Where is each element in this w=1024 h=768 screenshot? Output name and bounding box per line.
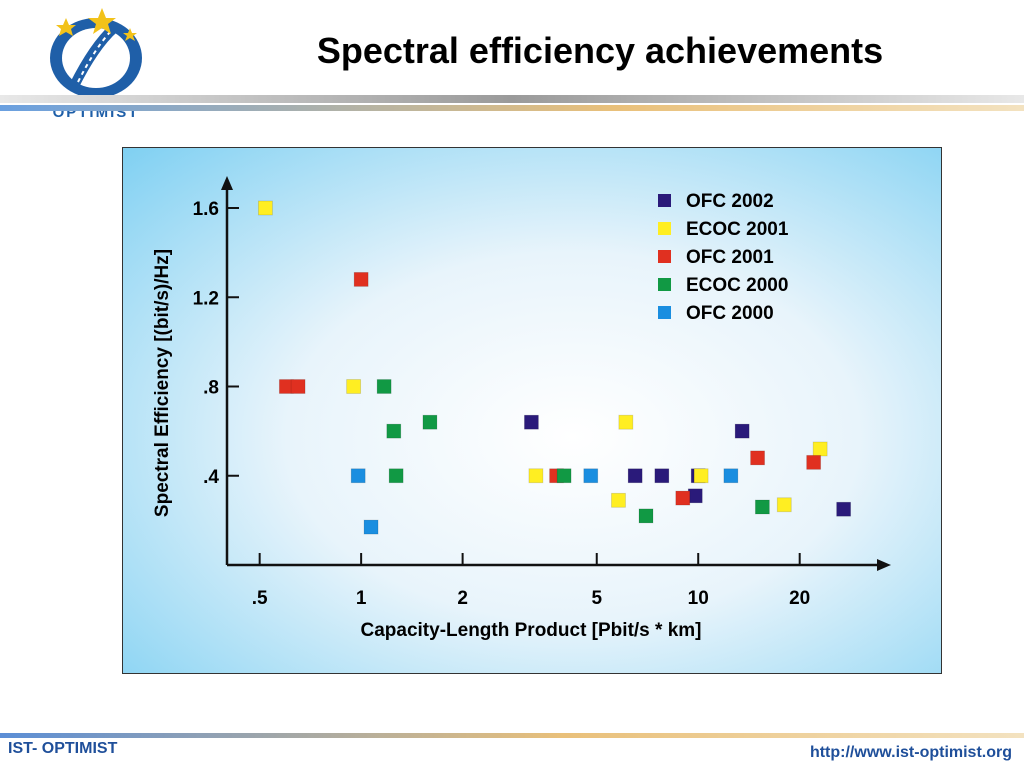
y-axis-label: Spectral Efficiency [(bit/s)/Hz] <box>152 249 173 517</box>
legend-swatch <box>658 222 671 235</box>
data-point <box>524 414 539 430</box>
data-point <box>750 450 765 466</box>
chart-legend: OFC 2002 ECOC 2001 OFC 2001 ECOC 2000 OFC 20… <box>658 191 789 324</box>
x-tick-label: .5 <box>252 588 268 609</box>
x-tick-label: 2 <box>457 588 468 609</box>
data-point <box>350 468 366 484</box>
chart-panel: .5 1 2 5 10 20.4.8 1.2 1.6 OFC 2002 ECOC 2001 OFC… <box>122 147 942 674</box>
chart-points <box>258 200 852 535</box>
data-point <box>754 499 770 515</box>
data-point <box>806 454 822 470</box>
legend-label: ECOC 2000 <box>686 275 788 296</box>
data-point <box>290 379 306 394</box>
footer-organization: IST- OPTIMIST <box>8 740 118 757</box>
footer-url-link[interactable]: http://www.ist-optimist.org <box>809 744 1012 761</box>
data-point <box>386 423 402 439</box>
data-point <box>638 508 654 524</box>
data-point <box>687 488 703 504</box>
footer-divider <box>0 733 1024 738</box>
data-point <box>422 414 438 430</box>
y-tick-label: 1.2 <box>193 288 219 309</box>
legend-label: OFC 2001 <box>686 247 774 268</box>
data-point <box>812 441 828 457</box>
legend-swatch <box>658 250 671 263</box>
data-point <box>363 519 379 535</box>
x-tick-label: 5 <box>591 588 602 609</box>
x-tick-label: 10 <box>688 588 709 609</box>
chart-ticks: .5 1 2 5 10 20 .4 .8 1.2 1.6 <box>193 199 811 609</box>
data-point <box>611 492 626 508</box>
logo-emblem-icon <box>50 8 142 98</box>
data-point <box>627 468 643 484</box>
data-point <box>776 497 792 513</box>
data-point <box>353 272 369 287</box>
legend-swatch <box>658 278 671 291</box>
y-tick-label: .8 <box>203 378 219 399</box>
chart-axes <box>221 176 891 571</box>
data-point <box>675 490 691 506</box>
x-axis-label: Capacity-Length Product [Pbit/s * km] <box>361 620 702 641</box>
data-point <box>376 379 392 394</box>
legend-label: OFC 2000 <box>686 303 774 324</box>
x-tick-label: 20 <box>789 588 810 609</box>
header-accent-line <box>0 105 1024 111</box>
data-point <box>693 468 709 484</box>
data-point <box>734 423 750 439</box>
data-point <box>723 468 739 484</box>
data-point <box>654 468 670 484</box>
data-point <box>583 468 599 484</box>
data-point <box>556 468 572 484</box>
data-point <box>528 468 544 484</box>
legend-swatch <box>658 194 671 207</box>
legend-swatch <box>658 306 671 319</box>
data-point <box>258 200 273 216</box>
data-point <box>346 379 362 394</box>
legend-label: OFC 2002 <box>686 191 774 212</box>
data-point <box>836 501 852 517</box>
header-divider <box>0 95 1024 103</box>
x-axis-arrow <box>877 559 891 571</box>
data-point <box>618 414 634 430</box>
data-point <box>388 468 404 484</box>
y-tick-label: 1.6 <box>193 199 219 220</box>
optimist-logo: OPTIMIST <box>34 6 158 124</box>
page-title: Spectral efficiency achievements <box>316 30 884 71</box>
y-tick-label: .4 <box>203 467 219 488</box>
legend-label: ECOC 2001 <box>686 219 789 240</box>
y-axis-arrow <box>221 176 233 190</box>
x-tick-label: 1 <box>356 588 367 609</box>
